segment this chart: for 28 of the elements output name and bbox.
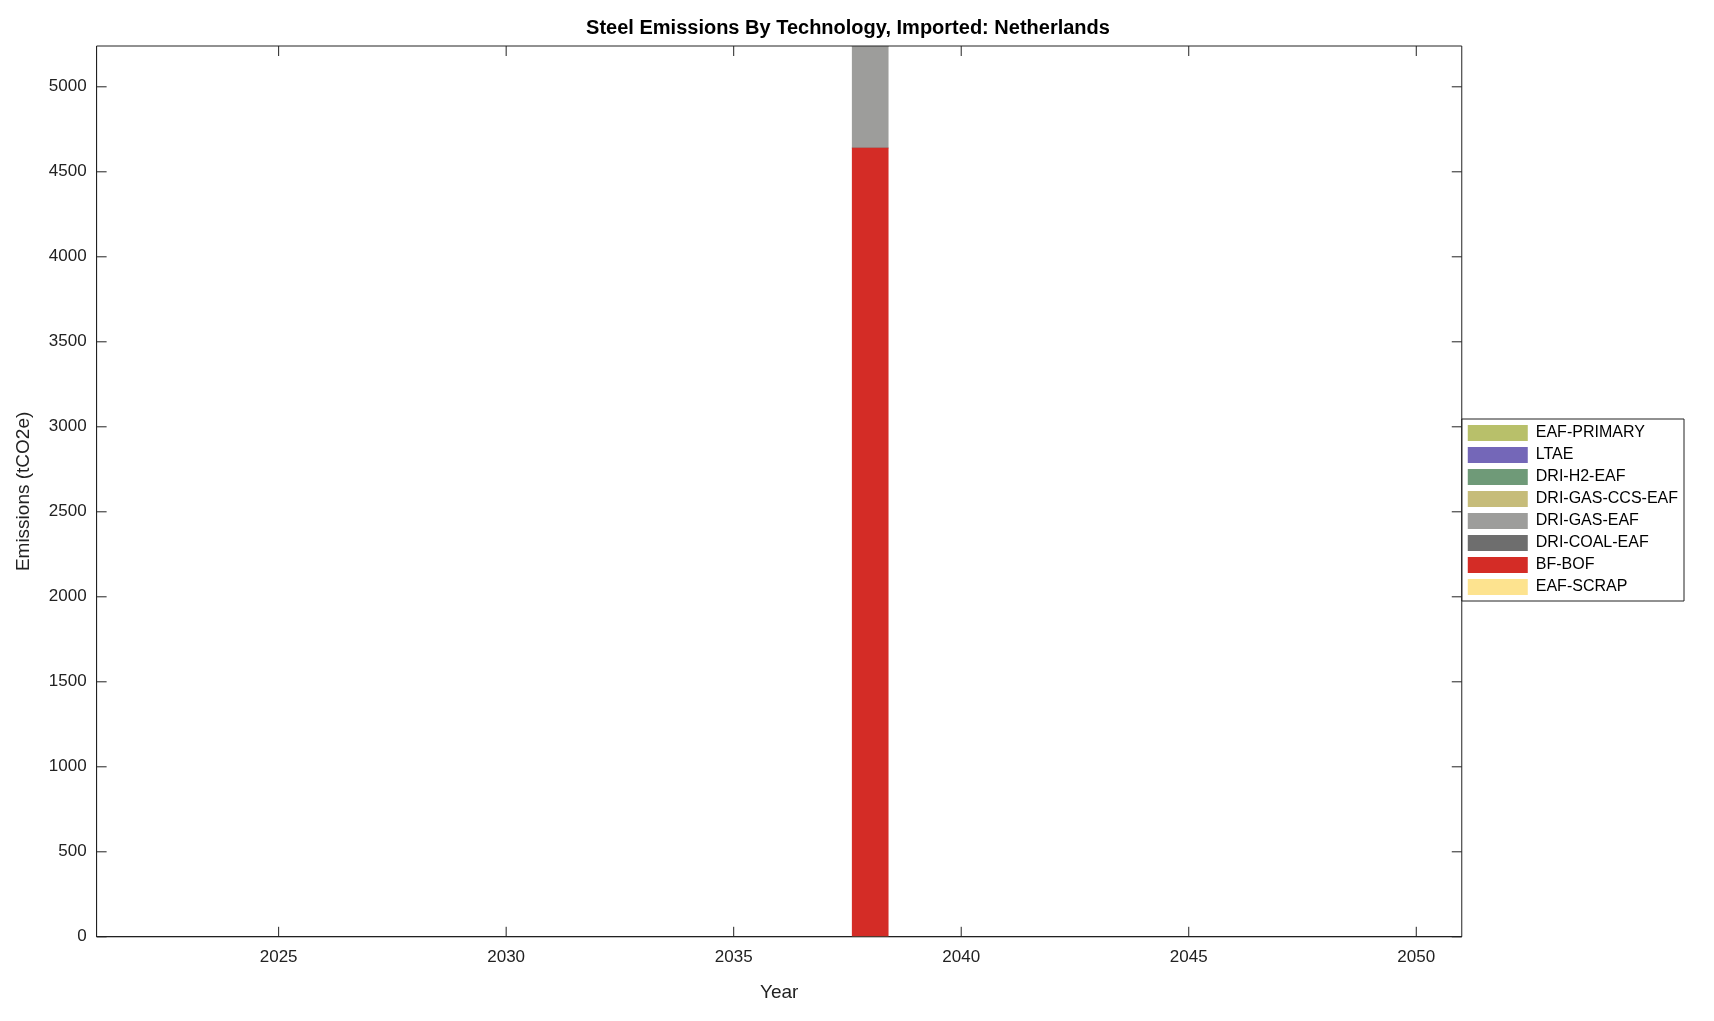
- y-axis-title: Emissions (tCO2e): [11, 411, 33, 572]
- x-tick-label: 2035: [714, 946, 753, 966]
- y-tick-label: 500: [58, 841, 87, 861]
- y-tick-label: 3000: [48, 416, 87, 436]
- x-tick-label: 2030: [487, 946, 526, 966]
- legend-label: DRI-COAL-EAF: [1535, 533, 1649, 551]
- y-tick-label: 2000: [48, 586, 87, 606]
- x-tick-label: 2040: [942, 946, 981, 966]
- x-tick-label: 2045: [1169, 946, 1208, 966]
- y-tick-label: 4000: [48, 246, 87, 266]
- legend-label: LTAE: [1535, 445, 1574, 463]
- y-tick-label: 3500: [48, 331, 87, 351]
- y-tick-label: 5000: [48, 76, 87, 96]
- y-tick-label: 4500: [48, 161, 87, 181]
- legend-label: DRI-GAS-CCS-EAF: [1535, 489, 1679, 507]
- chart-title: Steel Emissions By Technology, Imported: Netherlands: [586, 15, 1110, 38]
- x-tick-label: 2050: [1397, 946, 1436, 966]
- y-tick-label: 1000: [48, 756, 87, 776]
- y-tick-label: 2500: [48, 501, 87, 521]
- legend-label: DRI-GAS-EAF: [1535, 511, 1640, 529]
- x-axis-title: Year: [760, 980, 800, 1002]
- legend-label: DRI-H2-EAF: [1535, 467, 1626, 485]
- legend-label: BF-BOF: [1535, 555, 1595, 573]
- legend-label: EAF-PRIMARY: [1535, 423, 1646, 441]
- legend-label: EAF-SCRAP: [1535, 577, 1628, 595]
- x-tick-label: 2025: [259, 946, 298, 966]
- y-tick-label: 1500: [48, 671, 87, 691]
- y-tick-label: 0: [77, 926, 87, 946]
